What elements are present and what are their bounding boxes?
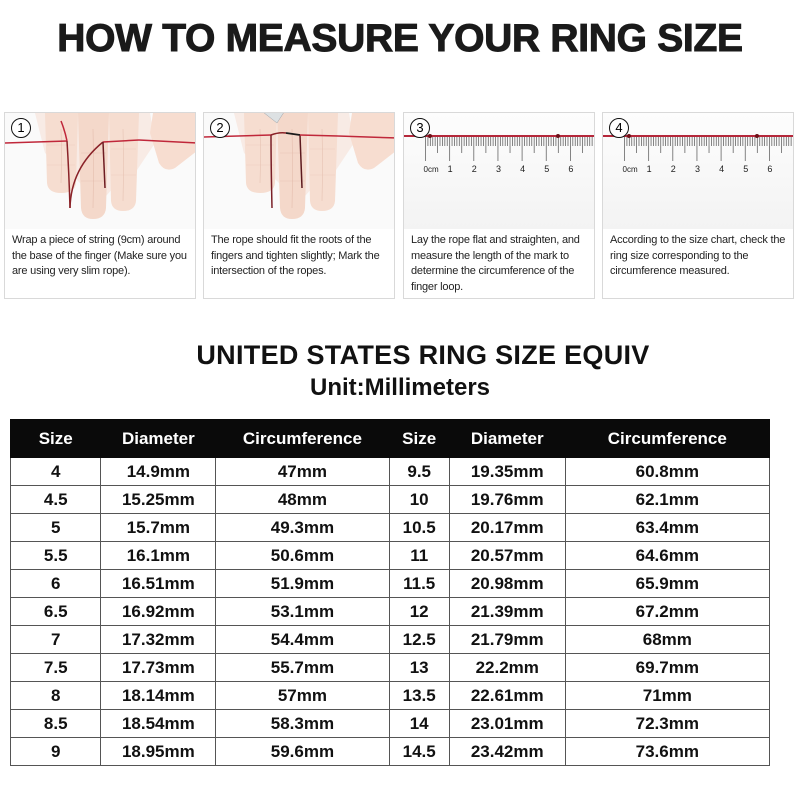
svg-text:5: 5 bbox=[544, 164, 549, 174]
svg-text:3: 3 bbox=[695, 164, 700, 174]
svg-text:5: 5 bbox=[743, 164, 748, 174]
svg-text:2: 2 bbox=[472, 164, 477, 174]
svg-text:3: 3 bbox=[496, 164, 501, 174]
svg-text:0cm: 0cm bbox=[424, 165, 439, 174]
svg-text:0cm: 0cm bbox=[623, 165, 638, 174]
svg-text:1: 1 bbox=[647, 164, 652, 174]
svg-text:4: 4 bbox=[719, 164, 724, 174]
svg-text:2: 2 bbox=[671, 164, 676, 174]
svg-text:6: 6 bbox=[767, 164, 772, 174]
svg-text:1: 1 bbox=[448, 164, 453, 174]
svg-text:4: 4 bbox=[520, 164, 525, 174]
svg-text:6: 6 bbox=[568, 164, 573, 174]
